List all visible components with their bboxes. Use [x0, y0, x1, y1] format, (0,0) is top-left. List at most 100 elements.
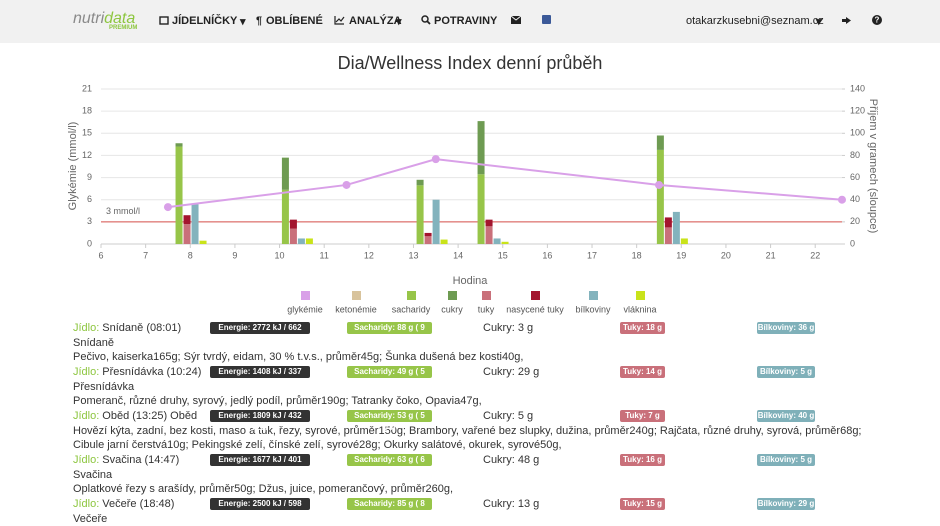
x-tick-label: 13	[408, 250, 418, 260]
chart-title: Dia/Wellness Index denní průběh	[338, 53, 603, 73]
logo-part: nutri	[73, 10, 105, 27]
x-axis-title: Hodina	[453, 275, 489, 287]
menu-item[interactable]: JÍDELNÍČKY	[172, 15, 238, 27]
meal-name: Svačina (14:47)	[102, 454, 180, 466]
logo-part: data	[104, 10, 136, 27]
meal-row: Jídlo: Svačina (14:47) Energie: 1677 kJ / …	[73, 453, 873, 476]
legend-label: nasycené tuky	[506, 304, 564, 314]
caret: ▾	[816, 16, 822, 28]
y2-tick-label: 40	[850, 194, 860, 204]
carbs-badge: Sacharidy: 53 g ( 5 VJ)	[347, 410, 432, 432]
y-tick-label: 9	[87, 172, 92, 182]
legend-label: vláknina	[623, 304, 656, 314]
carbs-badge: Sacharidy: 88 g ( 9 VJ)	[347, 322, 432, 344]
meal-name: Oběd (13:25) Oběd	[102, 410, 198, 422]
meal-label: Jídlo:	[73, 322, 100, 334]
navbar: nutridata PREMIUM JÍDELNÍČKY ▾ ¶ OBLÍBENÉ…	[0, 0, 940, 43]
legend-label: bílkoviny	[575, 304, 611, 314]
bar	[424, 236, 432, 244]
meal-name: Večeře (18:48)	[102, 498, 175, 510]
y-tick-label: 3	[87, 216, 92, 226]
meal-row: Jídlo: Večeře (18:48) Energie: 2500 kJ / 5…	[73, 497, 873, 520]
calendar-icon	[159, 16, 169, 25]
meal: Jídlo: Snídaně (08:01) Energie: 2772 kJ / …	[73, 321, 873, 364]
fats-badge: Tuky: 18 g	[620, 322, 665, 334]
meal-subtitle: Večeře	[73, 513, 108, 525]
meal-row: Jídlo: Snídaně (08:01) Energie: 2772 kJ / …	[73, 321, 873, 344]
bar	[440, 239, 448, 244]
menu-item[interactable]: POTRAVINY	[434, 15, 498, 27]
caret: ▾	[240, 16, 246, 28]
logo[interactable]: nutridata PREMIUM	[73, 10, 138, 31]
bar	[656, 149, 664, 244]
help-icon[interactable]: ?	[872, 15, 882, 25]
meal-foods: Hovězí kýta, zadní, bez kosti, maso a tu…	[73, 425, 862, 451]
meal-label: Jídlo:	[73, 366, 100, 378]
legend-swatch	[301, 291, 310, 300]
bar	[175, 146, 183, 244]
meal-subtitle: Svačina	[73, 469, 113, 481]
x-tick-label: 11	[320, 250, 329, 260]
carbs-badge: Sacharidy: 63 g ( 6 VJ)	[347, 454, 432, 476]
bar	[656, 135, 664, 150]
proteins-badge: Bílkoviny: 40 g	[757, 410, 815, 422]
proteins-badge: Bílkoviny: 29 g	[757, 498, 815, 510]
facebook-icon[interactable]	[542, 15, 551, 24]
y2-tick-label: 100	[850, 128, 865, 138]
bar	[175, 143, 183, 147]
x-tick-label: 21	[766, 250, 776, 260]
point	[654, 180, 663, 189]
meal-subtitle: Přesnídávka	[73, 381, 135, 393]
meal-label: Jídlo:	[73, 498, 100, 510]
energy-badge: Energie: 1408 kJ / 337 kcal	[210, 366, 310, 388]
bar	[664, 227, 672, 244]
x-tick-label: 12	[364, 250, 374, 260]
meal: Jídlo: Přesnídávka (10:24) Energie: 1408 k…	[73, 365, 873, 408]
bar	[297, 238, 305, 244]
y-tick-label: 21	[82, 83, 92, 93]
mail-icon[interactable]	[511, 16, 521, 24]
x-tick-label: 7	[143, 250, 148, 260]
bar	[183, 215, 191, 225]
y-tick-label: 18	[82, 106, 92, 116]
energy-badge: Energie: 1809 kJ / 432 kcal	[210, 410, 310, 432]
proteins-badge: Bílkoviny: 5 g	[757, 454, 815, 466]
fats-badge: Tuky: 16 g	[620, 454, 665, 466]
legend-label: ketonémie	[335, 304, 377, 314]
menu-item[interactable]: ANALÝZA	[349, 15, 402, 27]
y-axis-title: Glykémie (mmol/l)	[67, 122, 79, 211]
legend-label: sacharidy	[392, 304, 431, 314]
bar	[477, 121, 485, 175]
fats-badge: Tuky: 15 g	[620, 498, 665, 510]
user-email[interactable]: otakarzkusebni@seznam.cz	[686, 15, 824, 27]
bar	[680, 238, 688, 244]
meal-row: Jídlo: Oběd (13:25) Oběd Energie: 1809 kJ …	[73, 409, 873, 432]
bar	[424, 232, 432, 237]
logout-icon[interactable]	[842, 16, 852, 25]
x-tick-label: 14	[453, 250, 463, 260]
fats-badge: Tuky: 7 g	[620, 410, 665, 422]
point	[163, 203, 172, 212]
y2-tick-label: 80	[850, 150, 860, 160]
logo-sub: PREMIUM	[109, 25, 138, 31]
legend-label: cukry	[441, 304, 463, 314]
x-tick-label: 8	[188, 250, 193, 260]
point	[838, 195, 846, 204]
y2-tick-label: 140	[850, 83, 865, 93]
legend-label: glykémie	[287, 304, 323, 314]
meal-foods: Pomeranč, různé druhy, syrový, jedlý pod…	[73, 395, 482, 407]
reference-label: 3 mmol/l	[106, 206, 140, 216]
meal: Jídlo: Svačina (14:47) Energie: 1677 kJ / …	[73, 453, 873, 496]
y-tick-label: 12	[82, 150, 92, 160]
bar	[477, 174, 485, 244]
search-icon	[421, 15, 431, 25]
bar	[501, 241, 509, 244]
chart: Dia/Wellness Index denní průběh Glykémie…	[67, 53, 879, 315]
y-tick-label: 15	[82, 128, 92, 138]
point	[431, 155, 440, 164]
legend-swatch	[448, 291, 457, 300]
y2-axis-title: Příjem v gramech (sloupce)	[867, 99, 879, 234]
bar	[485, 219, 493, 227]
menu-item[interactable]: OBLÍBENÉ	[266, 15, 323, 27]
